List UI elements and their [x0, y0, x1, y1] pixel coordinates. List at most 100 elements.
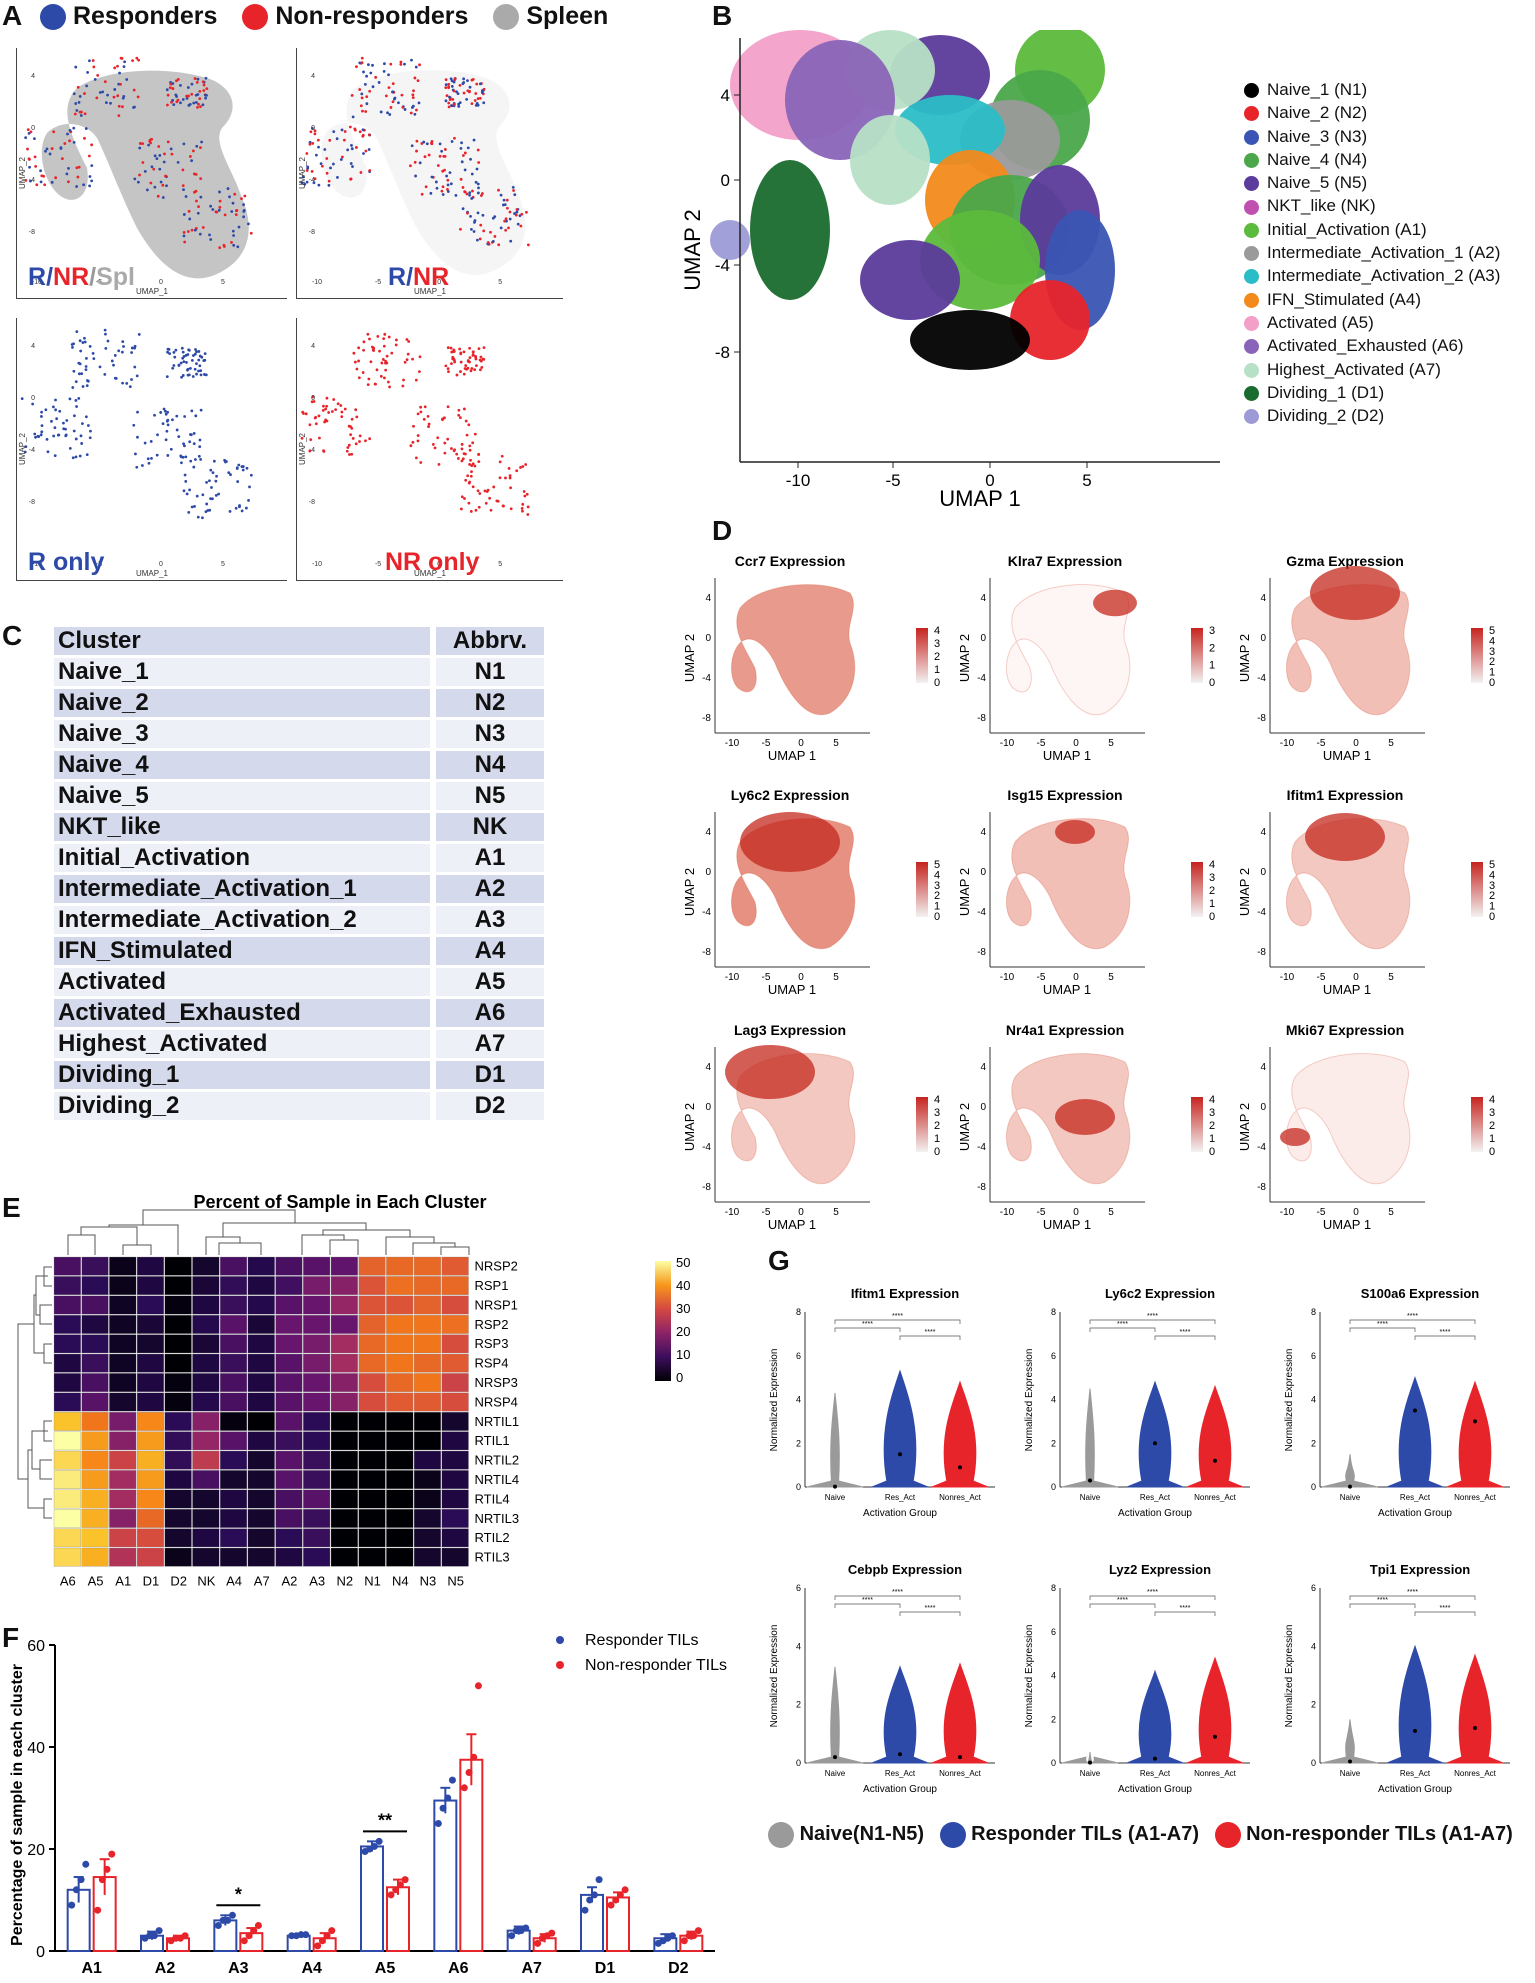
y-tick-label: 4 — [721, 86, 730, 105]
cell-dot — [475, 82, 479, 86]
feature-title: Ifitm1 Expression — [1287, 787, 1404, 803]
cell-dot — [448, 98, 452, 102]
cell-dot — [214, 493, 218, 497]
heatmap-cell — [136, 1373, 164, 1392]
cluster-name: Intermediate_Activation_2 — [54, 906, 430, 934]
cell-dot — [149, 141, 152, 145]
cell-dot — [161, 422, 165, 426]
heatmap-cell — [192, 1412, 220, 1431]
cell-dot — [468, 462, 471, 466]
cell-dot — [85, 384, 89, 388]
scale-tick: 5 — [934, 859, 940, 871]
scale-tick: 2 — [1489, 890, 1495, 902]
cell-dot — [486, 488, 490, 492]
heatmap-cell — [330, 1256, 358, 1276]
table-row: Dividing_1 D1 — [54, 1061, 544, 1089]
heatmap-cell — [441, 1412, 469, 1431]
cell-dot — [185, 96, 189, 100]
row-label: RSP4 — [475, 1356, 509, 1371]
heatmap-cell — [220, 1353, 248, 1373]
cell-dot — [106, 339, 110, 343]
cell-dot — [309, 438, 313, 442]
violin-shape — [1186, 1656, 1244, 1764]
heatmap-cell — [413, 1528, 441, 1548]
cell-dot — [348, 125, 352, 129]
cell-dot — [188, 155, 192, 158]
color-scale — [1191, 628, 1203, 683]
feature-title: Lag3 Expression — [734, 1022, 846, 1038]
cell-dot — [133, 177, 137, 181]
cell-dot — [249, 473, 253, 477]
cell-dot — [518, 214, 522, 218]
x-tick: 0 — [1353, 972, 1359, 983]
table-row: Intermediate_Activation_2 A3 — [54, 906, 544, 934]
cell-dot — [138, 142, 142, 145]
cell-dot — [308, 449, 312, 453]
sig-label: **** — [1440, 1605, 1451, 1612]
data-point — [94, 1906, 102, 1914]
y-tick: -8 — [702, 947, 711, 958]
y-tick: 0 — [1051, 1482, 1056, 1492]
cell-dot — [222, 243, 226, 247]
heatmap-cell — [358, 1509, 386, 1528]
cell-dot — [414, 456, 418, 460]
cell-dot — [477, 452, 481, 456]
cell-dot — [452, 80, 456, 84]
cell-dot — [414, 65, 418, 69]
cell-dot — [508, 217, 512, 221]
category-label: D2 — [668, 1960, 689, 1977]
cell-dot — [459, 352, 463, 356]
cell-dot — [157, 145, 161, 148]
heatmap-cell — [81, 1450, 109, 1470]
x-tick: 0 — [1073, 972, 1079, 983]
cell-dot — [456, 92, 460, 96]
y-tick: 4 — [796, 1641, 801, 1651]
scale-tick: 5 — [1489, 859, 1495, 871]
heatmap-cell — [220, 1256, 248, 1276]
cell-dot — [509, 486, 512, 490]
cell-dot — [433, 446, 437, 450]
cell-dot — [48, 152, 52, 156]
dendro-branch — [67, 1234, 96, 1255]
color-scale — [1471, 1097, 1483, 1152]
cell-dot — [498, 476, 502, 480]
category-label: A4 — [301, 1960, 322, 1977]
cell-dot — [441, 193, 445, 196]
cell-dot — [412, 89, 415, 93]
heatmap-cell — [413, 1256, 441, 1276]
cell-dot — [460, 495, 464, 499]
cell-dot — [202, 89, 206, 92]
cell-dot — [84, 127, 88, 130]
dendro-branch — [39, 1459, 52, 1480]
non-responders-legend-label: Non-responders — [275, 2, 469, 30]
cell-dot — [83, 336, 86, 340]
heatmap-cell — [247, 1373, 275, 1392]
cell-dot — [311, 126, 314, 130]
heatmap-cell — [247, 1353, 275, 1373]
cell-dot — [211, 497, 214, 501]
cell-dot — [327, 179, 331, 183]
row-label: RTIL1 — [475, 1433, 510, 1448]
heatmap-cell — [81, 1315, 109, 1334]
x-axis-label: UMAP 1 — [939, 486, 1021, 511]
cell-dot — [382, 337, 386, 341]
cell-dot — [389, 106, 393, 109]
cell-dot — [418, 63, 421, 67]
cell-dot — [520, 212, 524, 216]
cell-dot — [443, 148, 447, 151]
cell-dot — [159, 411, 163, 414]
cell-dot — [164, 174, 167, 178]
umap-silhouette — [1006, 818, 1131, 950]
heatmap-cell — [275, 1392, 303, 1412]
violin-shape — [1321, 1454, 1379, 1488]
umap-silhouette — [1286, 584, 1411, 716]
cell-dot — [172, 351, 176, 354]
heatmap-cell — [81, 1353, 109, 1373]
cell-dot — [83, 92, 86, 95]
cell-dot — [504, 476, 507, 480]
cell-dot — [199, 457, 202, 461]
cell-dot — [138, 173, 141, 177]
y-tick: -4 — [309, 447, 315, 454]
heatmap-cell — [109, 1392, 137, 1412]
